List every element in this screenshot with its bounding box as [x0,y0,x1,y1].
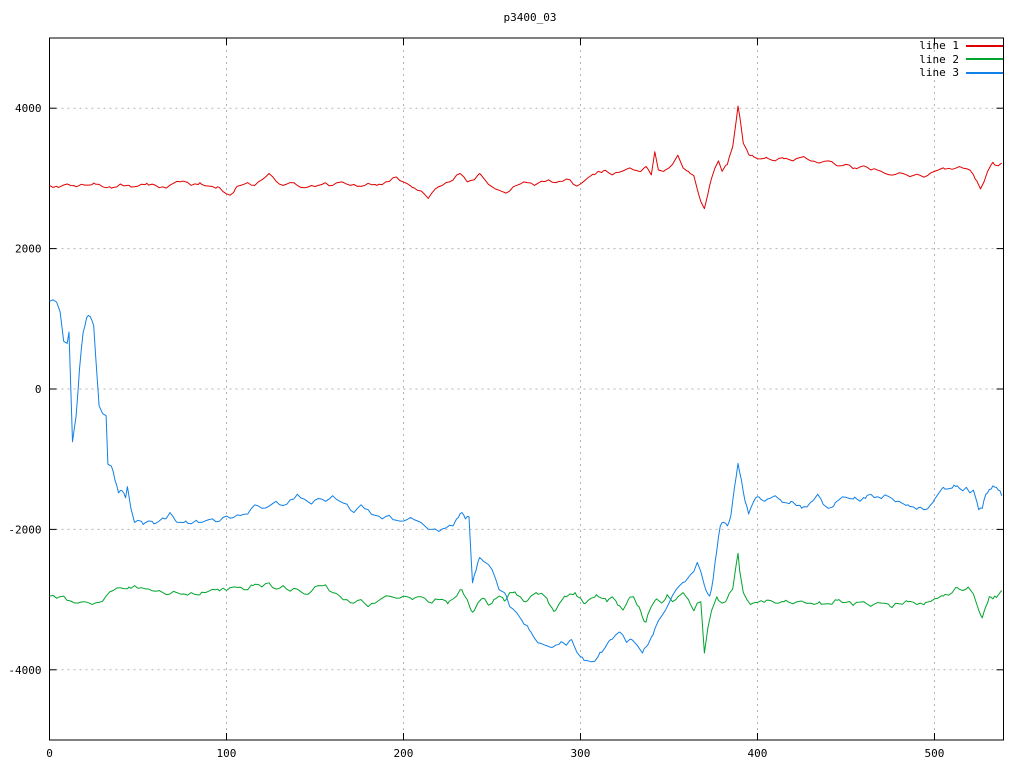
y-tick-label: -4000 [8,664,41,677]
x-tick-label: 400 [748,747,768,760]
x-tick-label: 0 [46,747,53,760]
chart-title: p3400_03 [503,11,557,24]
x-tick-label: 300 [571,747,591,760]
legend-label: line 2 [919,52,959,66]
y-tick-label: 2000 [15,243,42,256]
y-tick-label: 4000 [15,102,42,115]
series-line-3 [49,299,1003,663]
legend-label: line 3 [919,66,959,80]
y-tick-label: 0 [35,383,42,396]
legend-label: line 1 [919,39,959,53]
legend-line-sample-blue [966,71,1003,74]
legend-item: line 3 [919,66,1003,80]
legend-line-sample-red [966,44,1003,47]
legend-item: line 2 [919,53,1003,67]
y-tick-label: -2000 [8,523,41,536]
legend-line-sample-green [966,58,1003,61]
x-tick-label: 500 [925,747,945,760]
series-line-2 [49,552,1003,654]
x-tick-label: 200 [394,747,414,760]
x-tick-label: 100 [217,747,237,760]
series-line-1 [49,105,1003,210]
legend-item: line 1 [919,39,1003,53]
legend: line 1 line 2 line 3 [919,39,1003,80]
